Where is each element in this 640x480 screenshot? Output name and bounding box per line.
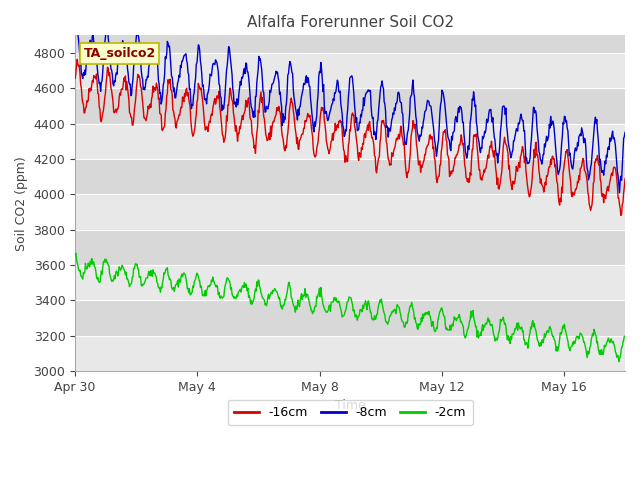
Bar: [75, 300, 625, 336]
X-axis label: Time: Time: [335, 399, 365, 412]
Bar: [75, 230, 625, 265]
Bar: [75, 265, 625, 300]
Title: Alfalfa Forerunner Soil CO2: Alfalfa Forerunner Soil CO2: [246, 15, 454, 30]
Text: TA_soilco2: TA_soilco2: [83, 47, 156, 60]
Bar: [75, 53, 625, 88]
Bar: [75, 124, 625, 159]
Bar: [75, 18, 625, 53]
Bar: [75, 159, 625, 194]
Bar: [75, 194, 625, 230]
Y-axis label: Soil CO2 (ppm): Soil CO2 (ppm): [15, 156, 28, 251]
Bar: [75, 88, 625, 124]
Legend: -16cm, -8cm, -2cm: -16cm, -8cm, -2cm: [228, 400, 472, 425]
Bar: [75, 336, 625, 371]
